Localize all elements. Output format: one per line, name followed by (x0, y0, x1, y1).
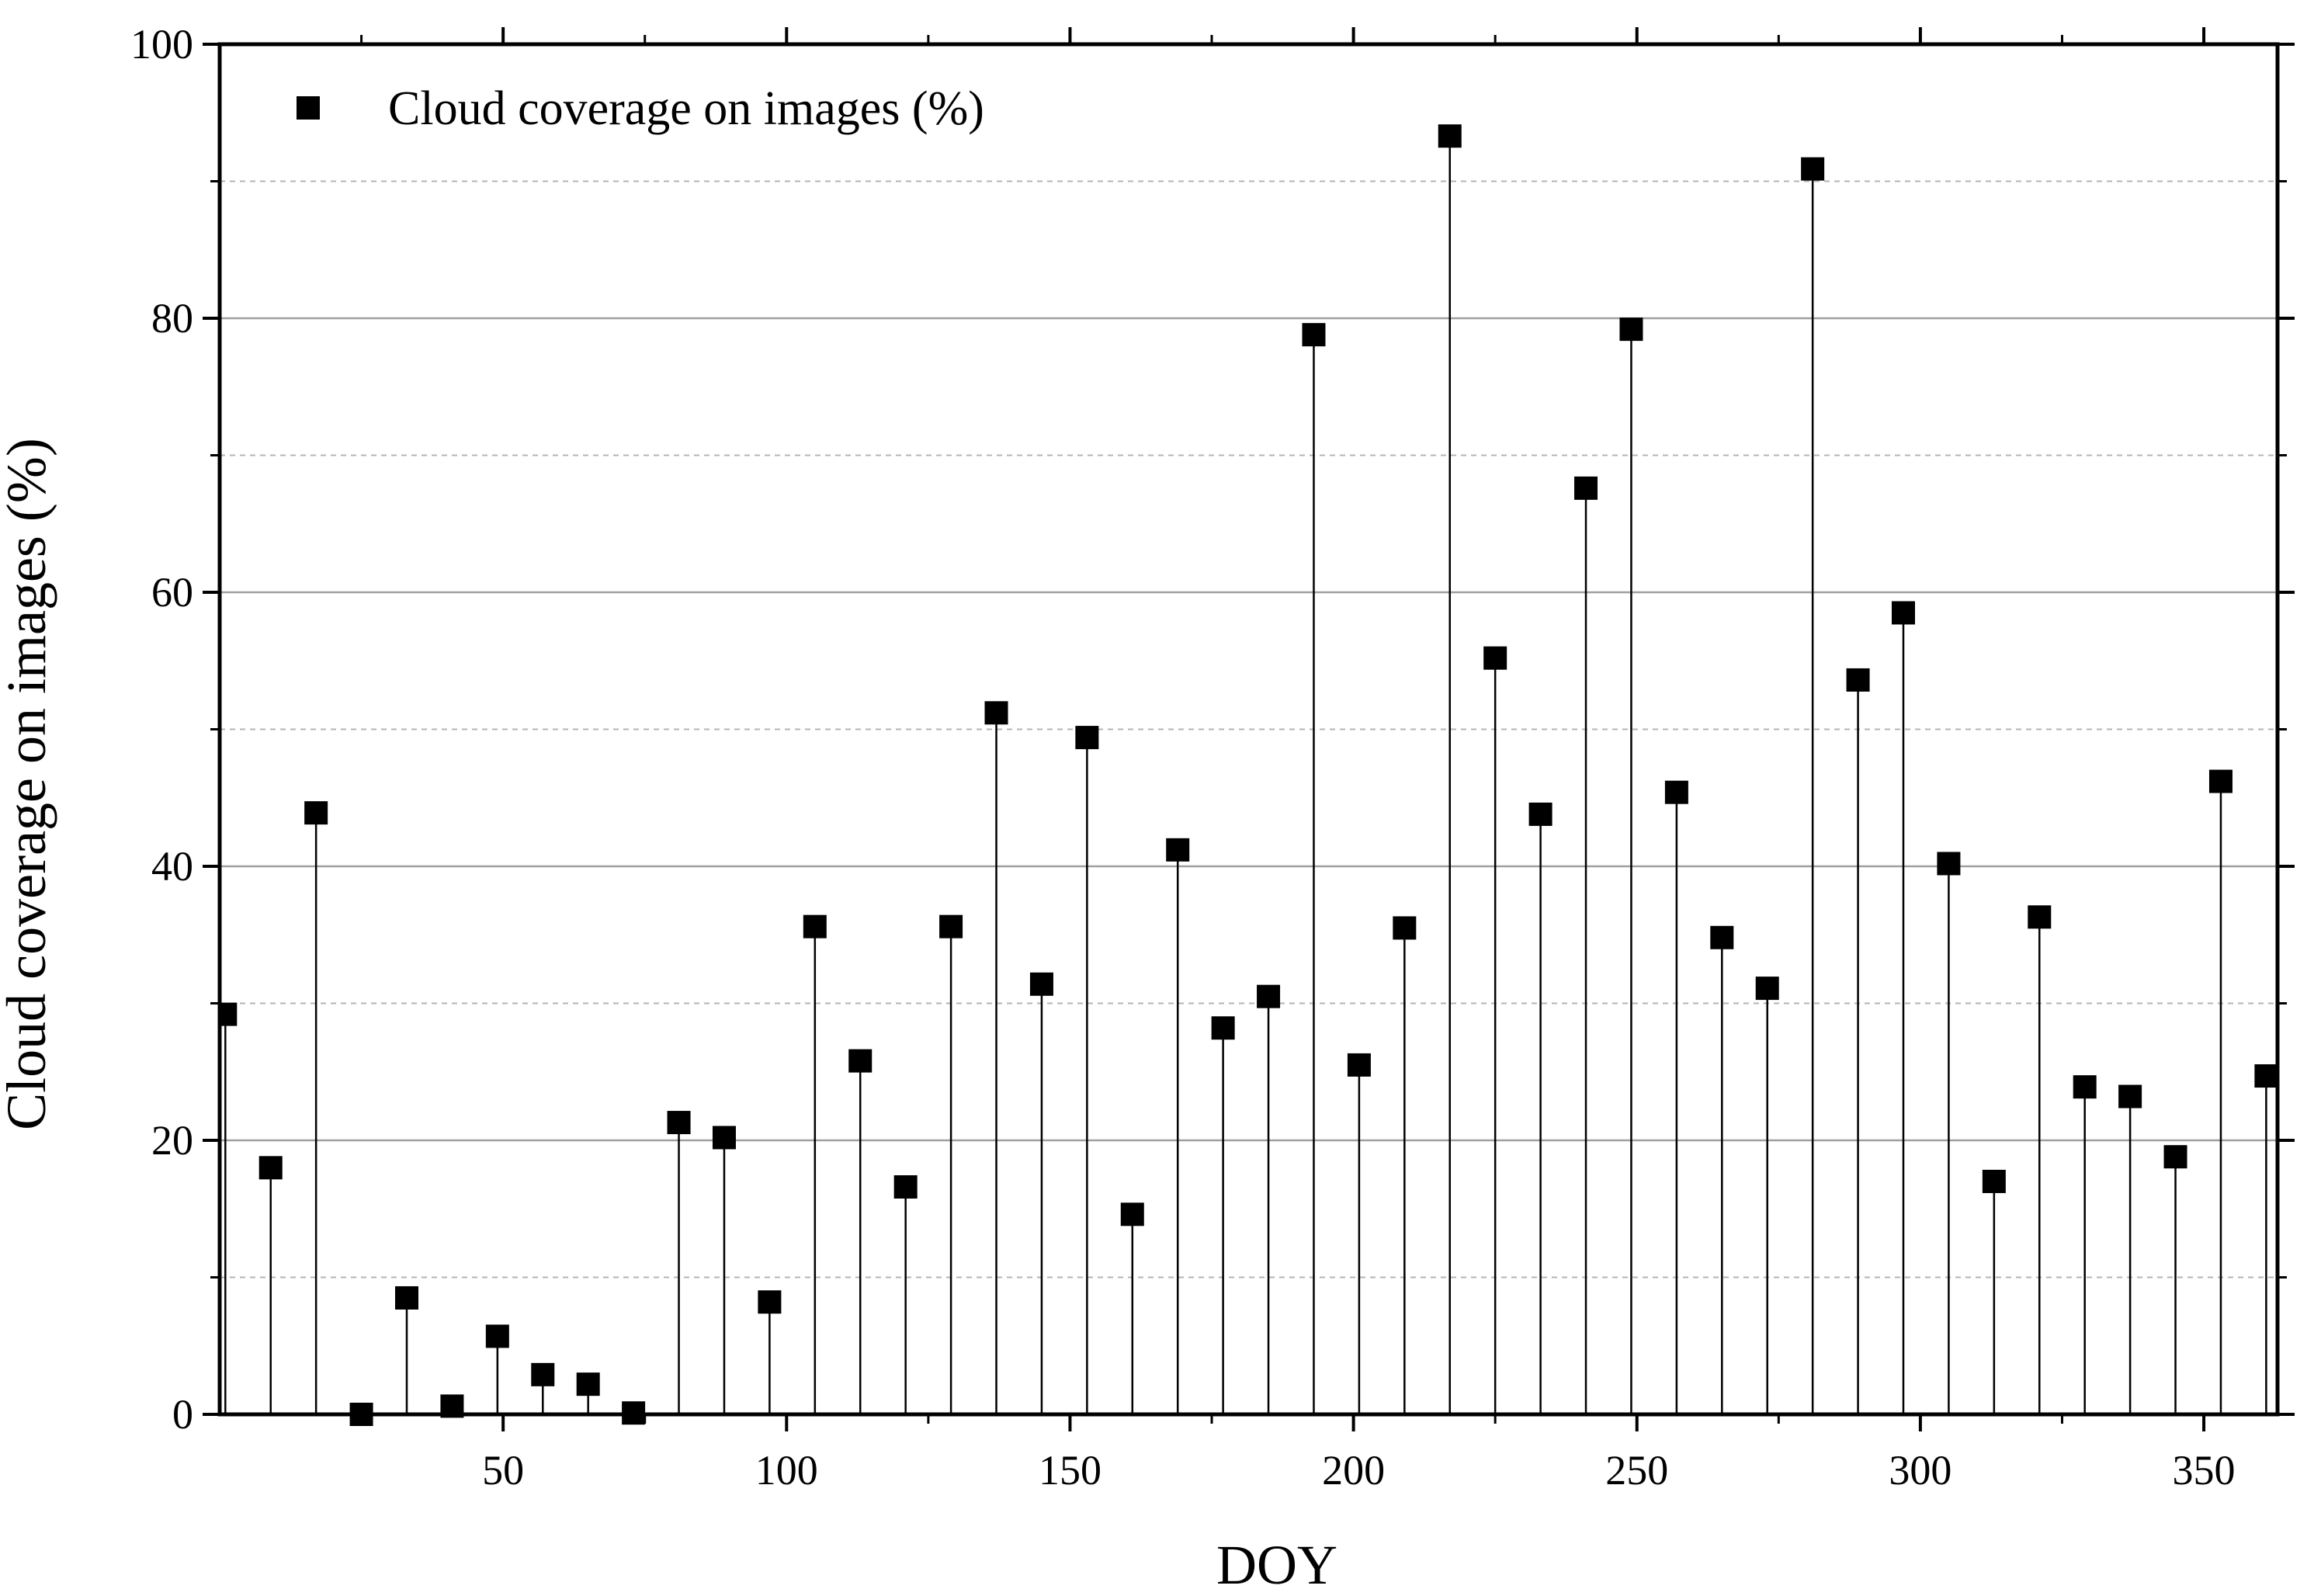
y-tick-label: 20 (151, 1117, 193, 1164)
data-point (1302, 323, 1326, 347)
data-point (622, 1401, 646, 1425)
data-point (258, 1156, 283, 1180)
data-point (1257, 984, 1281, 1008)
data-point (1029, 972, 1053, 996)
y-tick-label: 0 (172, 1391, 193, 1438)
data-point (304, 801, 328, 825)
x-tick-label: 350 (2173, 1447, 2236, 1494)
x-tick-label: 300 (1889, 1447, 1951, 1494)
data-point (984, 701, 1008, 725)
grid (220, 180, 2278, 1279)
data-point (1664, 780, 1688, 804)
data-point (848, 1049, 873, 1073)
x-tick-label: 50 (482, 1447, 524, 1494)
data-point (395, 1285, 418, 1310)
data-point (349, 1403, 373, 1426)
data-point (1982, 1169, 2006, 1193)
data-point (2254, 1064, 2278, 1088)
data-point (1846, 668, 1870, 692)
data-point (1574, 476, 1598, 500)
data-point (1801, 157, 1825, 181)
legend: Cloud coverage on images (%) (297, 82, 984, 135)
x-tick-label: 200 (1322, 1447, 1385, 1494)
data-point (220, 1002, 238, 1026)
x-tick-label: 100 (755, 1447, 818, 1494)
data-point (1528, 802, 1552, 826)
data-point (1166, 838, 1190, 862)
data-point (1347, 1053, 1371, 1077)
data-point (531, 1362, 555, 1386)
data-point (2028, 905, 2052, 929)
data-point (1619, 317, 1643, 342)
data-point (1937, 852, 1961, 876)
stems (224, 136, 2267, 1414)
data-point (440, 1394, 464, 1418)
axis-ticks (203, 27, 2295, 1431)
y-tick-label: 100 (130, 21, 193, 68)
legend-label: Cloud coverage on images (%) (388, 82, 984, 135)
data-point (803, 914, 827, 939)
data-point (1075, 726, 1099, 750)
data-point (1892, 601, 1915, 625)
data-point (2118, 1084, 2142, 1109)
data-point (1211, 1016, 1235, 1040)
data-point (1438, 124, 1462, 148)
y-tick-label: 80 (151, 295, 193, 342)
data-point (1483, 646, 1507, 670)
tick-labels: 50 100 150 200 250 300 350 0 20 40 60 80 100 (130, 21, 2236, 1494)
data-point (1393, 916, 1417, 940)
data-point (2163, 1145, 2187, 1169)
y-tick-label: 40 (151, 843, 193, 890)
legend-marker (297, 96, 320, 120)
x-tick-label: 250 (1605, 1447, 1668, 1494)
data-point (1710, 925, 1734, 949)
data-point (939, 914, 963, 939)
data-point (758, 1290, 782, 1314)
data-point (1120, 1202, 1144, 1226)
data-point (485, 1324, 509, 1348)
data-point (2073, 1075, 2097, 1099)
data-point (576, 1372, 600, 1396)
y-axis-title: Cloud coverage on images (%) (0, 438, 57, 1130)
y-tick-label: 60 (151, 569, 193, 616)
data-point (712, 1126, 736, 1150)
x-axis-title: DOY (1216, 1534, 1337, 1596)
data-point (2208, 769, 2232, 793)
data-point (1755, 977, 1779, 1001)
data-point (893, 1175, 918, 1199)
x-tick-label: 150 (1039, 1447, 1101, 1494)
data-point (667, 1111, 691, 1135)
markers (220, 124, 2278, 1426)
